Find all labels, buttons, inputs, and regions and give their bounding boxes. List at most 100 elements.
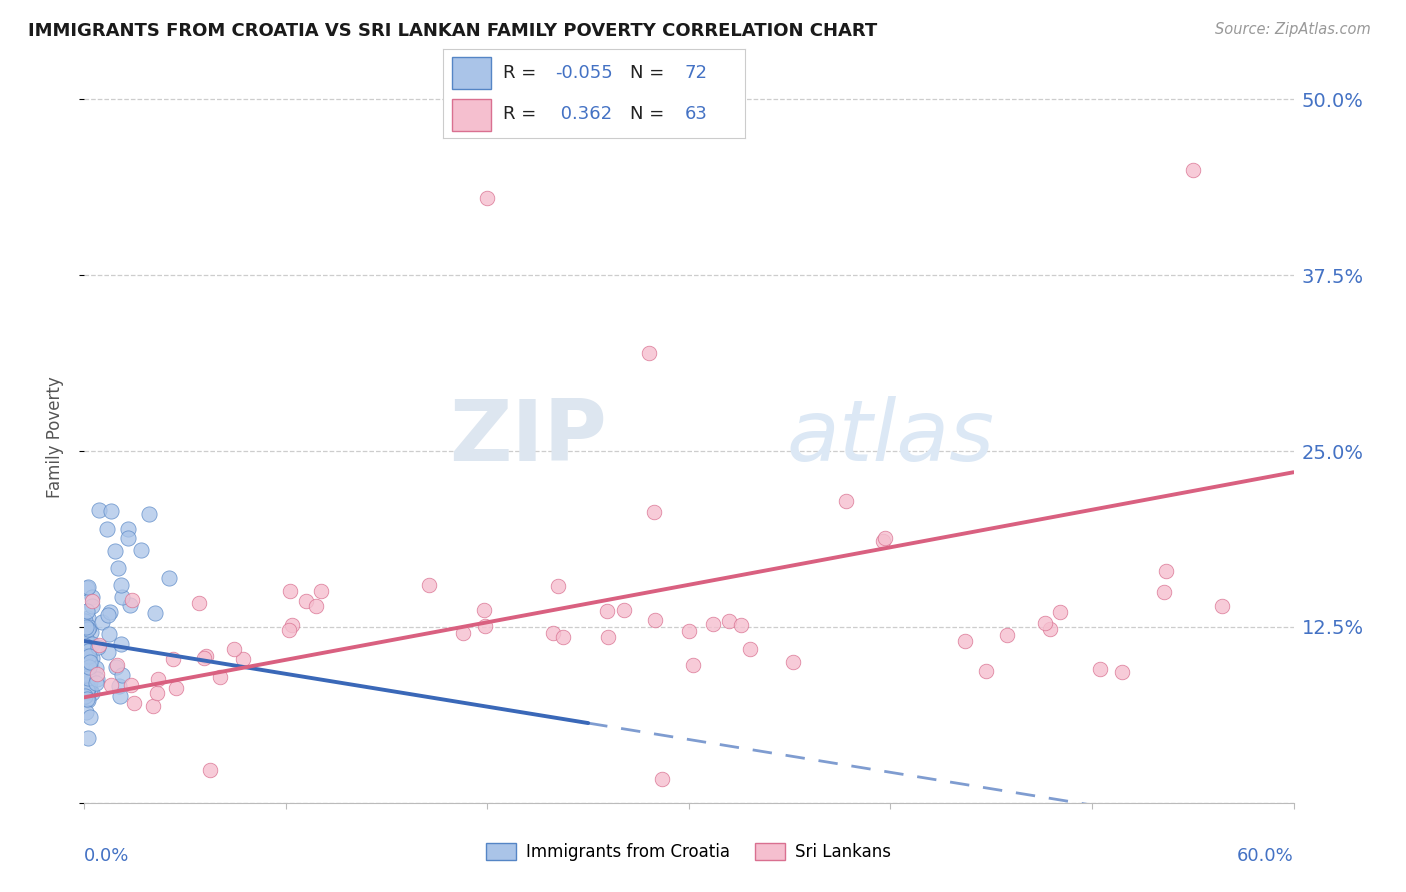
Point [995,627,1018,641]
Point [477,191,499,205]
Point [651,772,673,786]
Bar [451,57,491,89]
Point [142,699,165,714]
Point [138,508,160,522]
Point [678,624,700,638]
Point [872,534,894,549]
Point [86,666,108,681]
Point [77,610,100,624]
Point [86,676,108,690]
Point [105,659,128,673]
Point [717,615,740,629]
Text: R =: R = [503,105,543,123]
Point [75,631,97,645]
Point [474,619,496,633]
Y-axis label: Family Poverty: Family Poverty [45,376,63,498]
Point [76,649,98,664]
Point [122,697,145,711]
Point [143,606,166,620]
Point [110,578,132,592]
Point [418,578,440,592]
Point [165,681,187,695]
Text: 0.362: 0.362 [555,105,612,123]
Point [295,593,318,607]
Text: N =: N = [630,64,671,82]
Point [1039,623,1062,637]
Point [79,655,101,669]
Point [105,658,128,673]
Text: 72: 72 [685,64,707,82]
Point [187,596,209,610]
Point [451,626,474,640]
Point [107,561,129,575]
Point [304,599,326,614]
Point [76,637,98,651]
Point [82,599,104,614]
Point [76,672,98,686]
Text: Source: ZipAtlas.com: Source: ZipAtlas.com [1215,22,1371,37]
Point [111,591,134,605]
Point [77,670,100,684]
Point [97,645,120,659]
Text: 63: 63 [685,105,707,123]
Point [208,670,231,684]
Point [702,617,724,632]
Point [1154,564,1177,578]
Point [79,682,101,697]
Point [98,605,121,619]
Point [740,642,762,657]
Point [75,690,97,704]
Point [97,608,120,623]
Point [1111,665,1133,679]
Point [89,638,111,652]
Point [96,523,118,537]
Point [118,599,141,613]
Point [82,591,104,605]
Point [76,693,98,707]
Legend: Immigrants from Croatia, Sri Lankans: Immigrants from Croatia, Sri Lankans [479,836,898,868]
Text: -0.055: -0.055 [555,64,613,82]
Point [596,604,619,618]
Point [76,684,98,698]
Point [222,642,245,657]
Point [117,531,139,545]
Point [76,669,98,683]
Point [129,542,152,557]
Point [89,503,111,517]
Point [100,504,122,518]
Point [146,672,169,686]
Point [547,579,569,593]
Point [782,656,804,670]
Point [637,345,659,359]
Point [76,664,98,678]
Point [80,686,103,700]
Bar [451,99,491,131]
Point [82,593,104,607]
Point [79,657,101,672]
Point [281,618,304,632]
Point [79,674,101,689]
Point [613,603,636,617]
Point [75,661,97,675]
Point [77,619,100,633]
Point [76,681,98,695]
Point [104,544,127,558]
Point [117,522,139,536]
Point [146,686,169,700]
Point [1181,162,1204,177]
Point [75,681,97,695]
Point [1049,605,1071,619]
Point [955,633,977,648]
Point [200,763,222,777]
Point [76,581,98,595]
Point [77,660,100,674]
Point [111,667,134,681]
Point [194,649,217,664]
Point [730,617,752,632]
Point [1035,615,1057,630]
Point [162,652,184,666]
Point [77,676,100,690]
Point [73,648,96,663]
Point [77,644,100,658]
Point [682,658,704,673]
